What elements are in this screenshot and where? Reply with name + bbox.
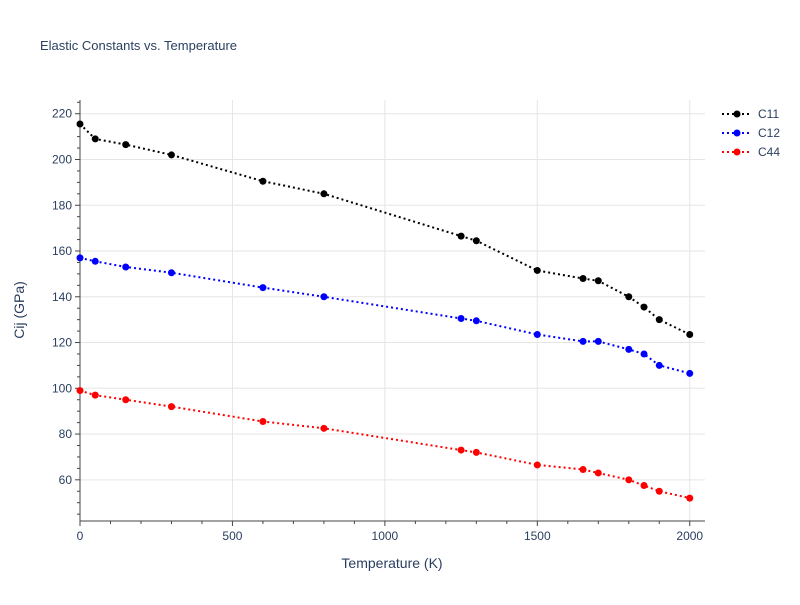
y-tick-label: 120	[52, 336, 72, 350]
legend-label: C44	[758, 145, 780, 159]
data-point-c44[interactable]	[655, 487, 663, 495]
y-tick-label: 200	[52, 152, 72, 166]
x-tick-label: 2000	[676, 529, 703, 543]
axes-layer: 0 500 1000 1500 2000 60 80 100 120 140 160 180 200 22…	[52, 100, 705, 543]
data-point-c12[interactable]	[457, 315, 465, 323]
data-point-c44[interactable]	[686, 494, 694, 502]
data-point-c12[interactable]	[640, 350, 648, 358]
data-point-c12[interactable]	[594, 337, 602, 345]
y-tick-label: 220	[52, 107, 72, 121]
data-point-c12[interactable]	[533, 331, 541, 339]
data-point-c11[interactable]	[594, 277, 602, 285]
series-c12	[76, 254, 694, 377]
data-point-c12[interactable]	[655, 361, 663, 369]
x-axis-title: Temperature (K)	[341, 555, 442, 571]
data-point-c11[interactable]	[686, 331, 694, 339]
grid-layer	[80, 100, 705, 521]
data-point-c11[interactable]	[640, 303, 648, 311]
data-point-c11[interactable]	[76, 120, 84, 128]
data-point-c12[interactable]	[320, 293, 328, 301]
chart-title: Elastic Constants vs. Temperature	[40, 38, 237, 53]
data-point-c11[interactable]	[91, 135, 99, 143]
data-point-c44[interactable]	[472, 448, 480, 456]
data-point-c11[interactable]	[259, 177, 267, 185]
data-point-c11[interactable]	[320, 190, 328, 198]
data-point-c12[interactable]	[686, 369, 694, 377]
data-point-c44[interactable]	[76, 387, 84, 395]
data-point-c12[interactable]	[579, 337, 587, 345]
data-point-c12[interactable]	[122, 263, 130, 271]
data-point-c12[interactable]	[167, 269, 175, 277]
series-c11	[76, 120, 694, 339]
data-point-c11[interactable]	[655, 316, 663, 324]
data-point-c11[interactable]	[579, 274, 587, 282]
data-point-c44[interactable]	[457, 446, 465, 454]
series-c44	[76, 387, 694, 502]
y-tick-label: 160	[52, 244, 72, 258]
data-point-c44[interactable]	[259, 417, 267, 425]
legend: C11 C12 C44	[722, 107, 780, 159]
legend-item-c44[interactable]: C44	[722, 145, 780, 159]
data-point-c44[interactable]	[594, 469, 602, 477]
legend-item-c12[interactable]: C12	[722, 126, 780, 140]
y-axis-title: Cij (GPa)	[11, 281, 27, 339]
legend-label: C12	[758, 126, 780, 140]
data-point-c11[interactable]	[472, 237, 480, 245]
data-point-c11[interactable]	[625, 293, 633, 301]
data-point-c44[interactable]	[91, 391, 99, 399]
legend-marker-swatch	[733, 148, 741, 156]
data-point-c44[interactable]	[625, 476, 633, 484]
data-point-c12[interactable]	[472, 317, 480, 325]
x-tick-label: 500	[222, 529, 242, 543]
legend-marker-swatch	[733, 129, 741, 137]
legend-label: C11	[758, 107, 779, 121]
y-tick-label: 140	[52, 290, 72, 304]
data-point-c11[interactable]	[167, 151, 175, 159]
x-tick-label: 1500	[524, 529, 551, 543]
data-point-c44[interactable]	[320, 424, 328, 432]
data-point-c44[interactable]	[122, 396, 130, 404]
y-tick-label: 100	[52, 381, 72, 395]
series-layer	[76, 120, 694, 502]
data-point-c12[interactable]	[91, 257, 99, 265]
data-point-c44[interactable]	[640, 482, 648, 490]
legend-marker-swatch	[733, 110, 741, 118]
y-tick-label: 60	[59, 473, 73, 487]
data-point-c11[interactable]	[457, 232, 465, 240]
data-point-c44[interactable]	[579, 466, 587, 474]
data-point-c11[interactable]	[533, 266, 541, 274]
y-tick-label: 180	[52, 198, 72, 212]
x-tick-label: 1000	[372, 529, 399, 543]
y-tick-label: 80	[59, 427, 73, 441]
x-tick-label: 0	[77, 529, 84, 543]
data-point-c12[interactable]	[76, 254, 84, 262]
legend-item-c11[interactable]: C11	[722, 107, 779, 121]
data-point-c11[interactable]	[122, 141, 130, 149]
data-point-c44[interactable]	[167, 403, 175, 411]
data-point-c12[interactable]	[625, 345, 633, 353]
data-point-c12[interactable]	[259, 284, 267, 292]
data-point-c44[interactable]	[533, 461, 541, 469]
